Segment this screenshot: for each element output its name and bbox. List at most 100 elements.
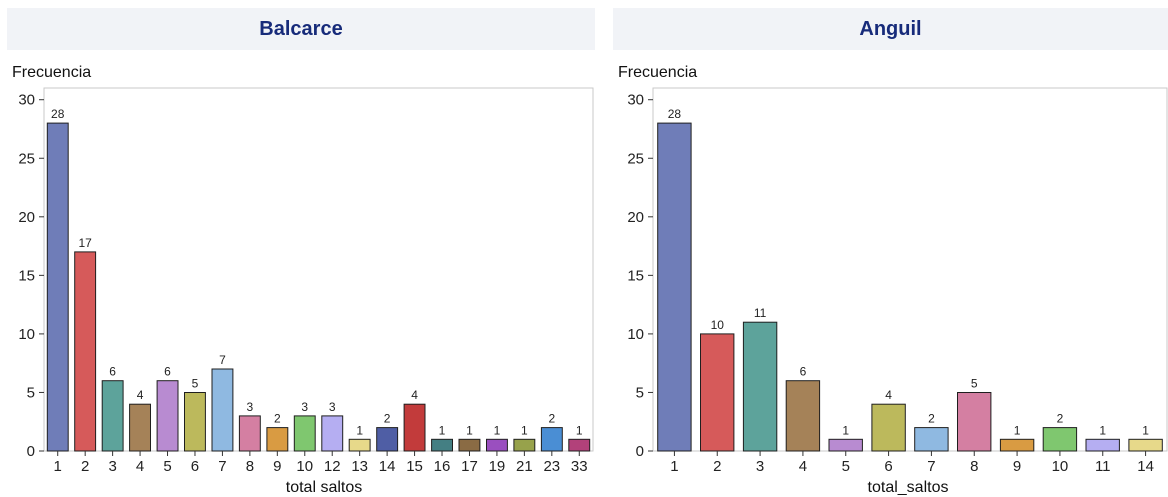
data-label: 2 xyxy=(548,412,555,426)
y-tick-label: 5 xyxy=(27,384,35,401)
x-tick-label: 12 xyxy=(324,458,341,475)
y-tick-label: 10 xyxy=(627,326,644,343)
x-tick-label: 21 xyxy=(516,458,533,475)
bar xyxy=(46,122,69,452)
x-tick-label: 17 xyxy=(461,458,478,475)
data-label: 1 xyxy=(842,423,849,437)
bar xyxy=(828,438,863,452)
x-tick-label: 3 xyxy=(756,458,764,475)
plot-frame xyxy=(43,87,594,452)
chart-title: Anguil xyxy=(859,17,922,40)
data-label: 2 xyxy=(274,412,281,426)
data-label: 17 xyxy=(78,236,92,250)
x-tick-label: 2 xyxy=(713,458,721,475)
chart-title: Balcarce xyxy=(259,17,343,40)
data-label: 5 xyxy=(192,376,199,390)
data-label: 28 xyxy=(668,107,682,121)
x-tick-label: 33 xyxy=(571,458,588,475)
y-tick-label: 15 xyxy=(18,267,35,284)
bar xyxy=(568,438,591,452)
data-label: 1 xyxy=(1014,423,1021,437)
x-tick-label: 14 xyxy=(1137,458,1154,475)
bar xyxy=(1042,427,1078,452)
bar xyxy=(1128,438,1163,452)
panel-header: Anguil xyxy=(613,8,1168,50)
data-label: 4 xyxy=(411,388,418,402)
bar xyxy=(700,333,735,452)
x-tick-label: 5 xyxy=(842,458,850,475)
data-label: 10 xyxy=(711,318,725,332)
data-label: 1 xyxy=(1142,423,1149,437)
bar xyxy=(74,251,97,452)
panel-header: Balcarce xyxy=(7,8,595,50)
bar xyxy=(348,438,371,452)
bar xyxy=(914,427,949,452)
x-tick-label: 23 xyxy=(543,458,560,475)
x-tick-label: 8 xyxy=(246,458,254,475)
x-tick-label: 9 xyxy=(1013,458,1021,475)
data-label: 2 xyxy=(928,412,935,426)
bar xyxy=(540,427,563,452)
bar xyxy=(129,403,151,452)
bar xyxy=(785,380,821,452)
data-label: 3 xyxy=(247,400,254,414)
data-label: 1 xyxy=(521,423,528,437)
bar xyxy=(321,415,344,452)
data-label: 1 xyxy=(1099,423,1106,437)
x-tick-label: 8 xyxy=(970,458,978,475)
bar xyxy=(1085,438,1120,452)
data-label: 2 xyxy=(384,412,391,426)
data-label: 28 xyxy=(51,107,65,121)
bar xyxy=(957,392,992,452)
data-label: 6 xyxy=(109,365,116,379)
data-label: 5 xyxy=(971,376,978,390)
data-label: 4 xyxy=(885,388,892,402)
x-tick-label: 16 xyxy=(434,458,451,475)
x-axis-label: total saltos xyxy=(286,479,362,496)
chart-svg: Frecuencia051015202530281102113641546275… xyxy=(618,64,1168,496)
bar xyxy=(293,415,316,452)
x-tick-label: 14 xyxy=(379,458,396,475)
bar xyxy=(156,380,179,452)
x-tick-label: 7 xyxy=(927,458,935,475)
data-label: 7 xyxy=(219,353,226,367)
data-label: 1 xyxy=(356,423,363,437)
data-label: 4 xyxy=(137,388,144,402)
x-tick-label: 5 xyxy=(163,458,171,475)
bar xyxy=(458,438,481,452)
bar xyxy=(431,438,454,452)
bar xyxy=(211,368,234,452)
data-label: 3 xyxy=(329,400,336,414)
y-tick-label: 20 xyxy=(627,209,644,226)
data-label: 11 xyxy=(754,306,767,320)
x-tick-label: 6 xyxy=(191,458,199,475)
data-label: 2 xyxy=(1057,412,1064,426)
y-tick-label: 10 xyxy=(18,326,35,343)
bar xyxy=(999,438,1035,452)
bar xyxy=(403,403,426,452)
x-tick-label: 13 xyxy=(351,458,368,475)
y-tick-label: 5 xyxy=(636,384,644,401)
y-tick-label: 0 xyxy=(27,443,35,460)
bar xyxy=(657,122,692,452)
y-tick-label: 0 xyxy=(636,443,644,460)
y-tick-label: 15 xyxy=(627,267,644,284)
bar xyxy=(871,403,906,452)
x-tick-label: 4 xyxy=(136,458,144,475)
bar xyxy=(742,321,778,452)
y-axis-label: Frecuencia xyxy=(12,64,91,81)
y-axis-label: Frecuencia xyxy=(618,64,697,81)
data-label: 1 xyxy=(494,423,501,437)
y-tick-label: 30 xyxy=(627,92,644,109)
bar xyxy=(266,427,289,452)
x-tick-label: 7 xyxy=(218,458,226,475)
x-tick-label: 6 xyxy=(884,458,892,475)
bar xyxy=(486,438,508,452)
y-tick-label: 30 xyxy=(18,92,35,109)
data-label: 1 xyxy=(576,423,583,437)
data-label: 6 xyxy=(164,365,171,379)
x-tick-label: 1 xyxy=(670,458,678,475)
x-tick-label: 4 xyxy=(799,458,807,475)
plot-frame xyxy=(652,87,1168,452)
y-tick-label: 20 xyxy=(18,209,35,226)
